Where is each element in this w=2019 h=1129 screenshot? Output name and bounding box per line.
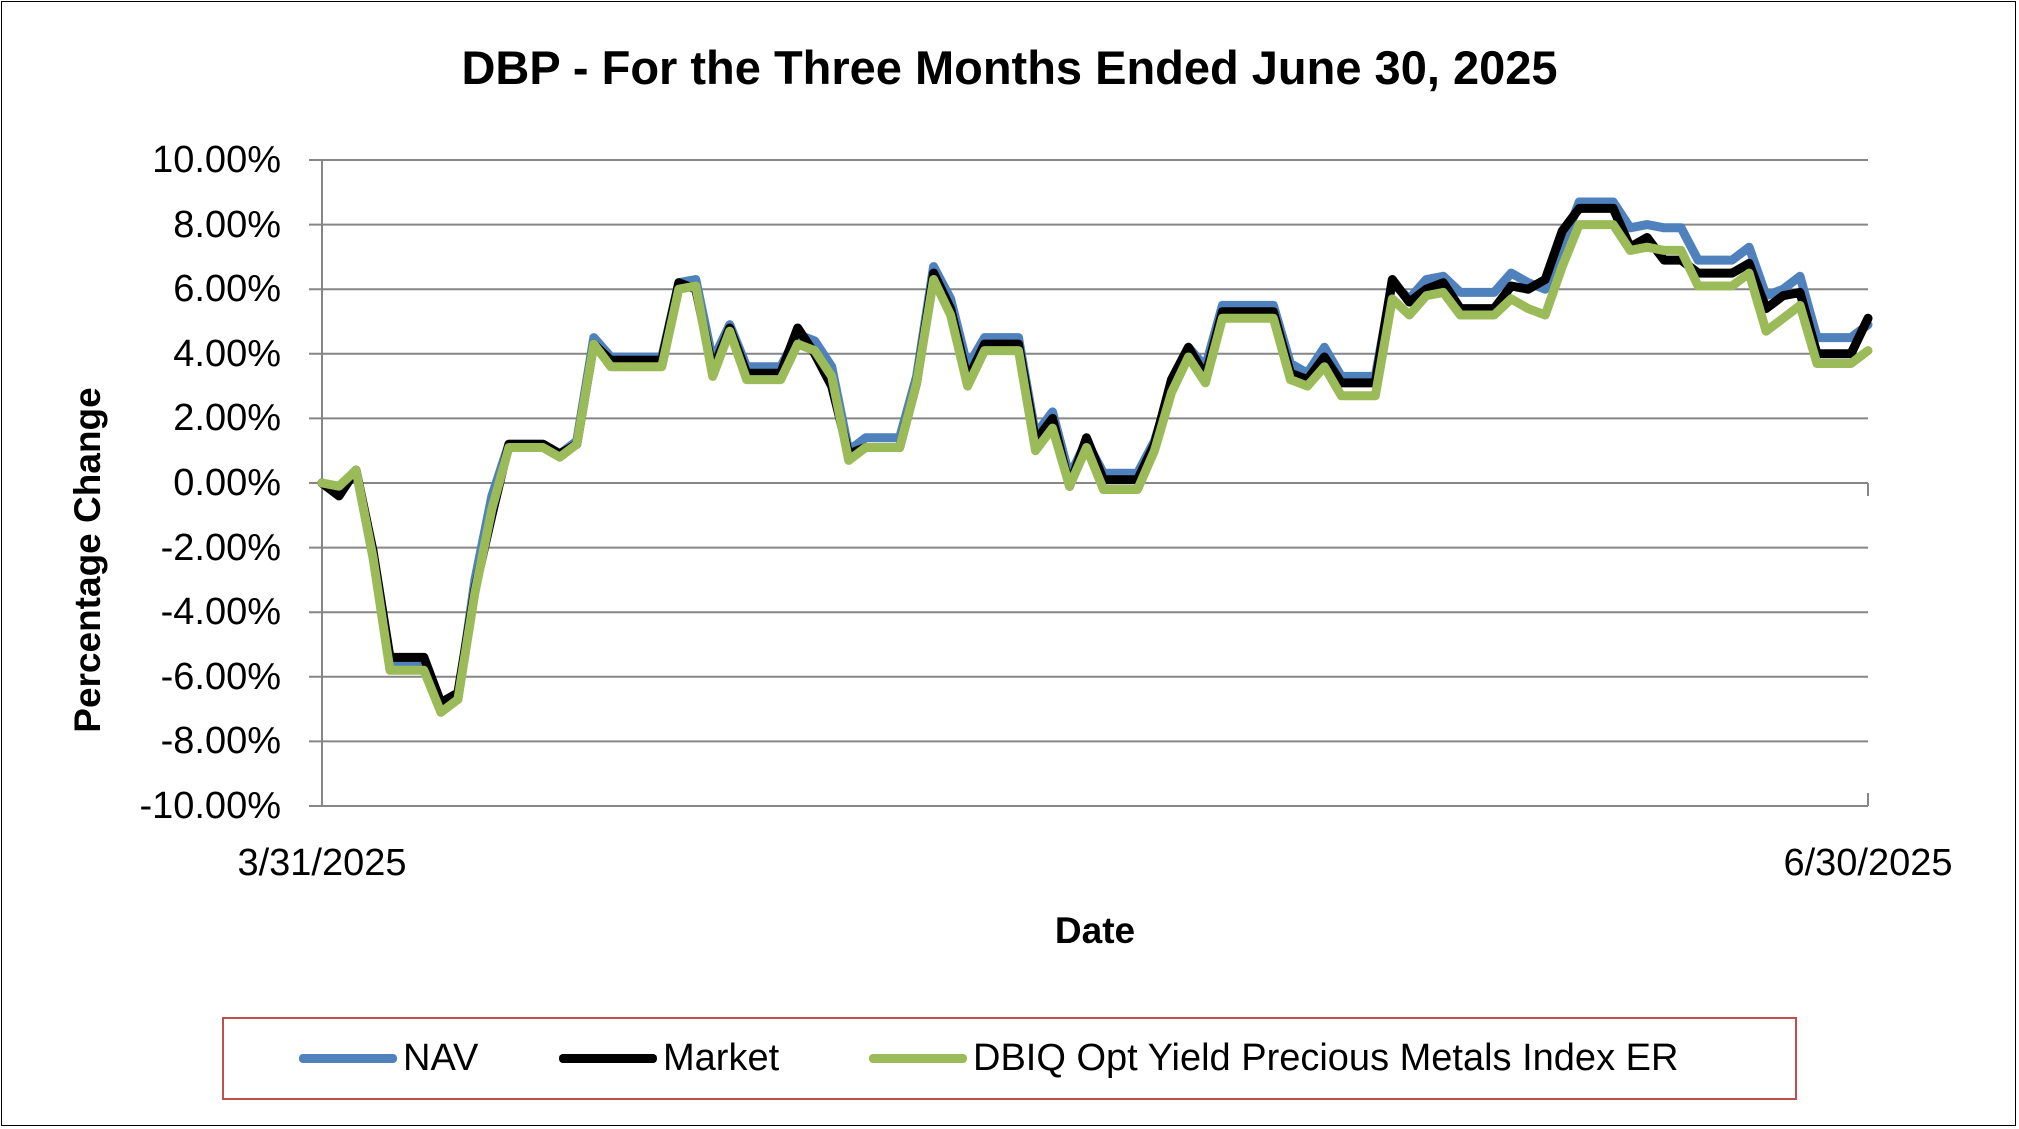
x-axis-label: Date (1054, 910, 1136, 951)
legend-item-index: DBIQ Opt Yield Precious Metals Index ER (869, 1019, 1678, 1098)
legend-item-market: Market (559, 1019, 779, 1098)
y-tick-label: 0.00% (173, 462, 281, 504)
series-line-index (317, 220, 1873, 717)
legend-label-index: DBIQ Opt Yield Precious Metals Index ER (973, 1037, 1679, 1079)
legend-swatch-index (869, 1054, 967, 1063)
y-tick-label: -4.00% (160, 591, 281, 634)
legend-swatch-nav (299, 1054, 397, 1063)
y-tick-label: -10.00% (139, 785, 281, 827)
y-tick-label: 4.00% (173, 332, 281, 375)
y-tick-label: 10.00% (152, 139, 281, 181)
legend-label-market: Market (663, 1037, 780, 1079)
legend: NAV Market DBIQ Opt Yield Precious Metal… (222, 1017, 1797, 1100)
y-tick-label: -8.00% (160, 720, 281, 763)
x-tick-label-end: 6/30/2025 (1783, 842, 1953, 884)
legend-item-nav: NAV (299, 1019, 478, 1098)
legend-swatch-market (559, 1054, 657, 1063)
y-tick-label: -6.00% (160, 655, 281, 698)
legend-label-nav: NAV (403, 1037, 479, 1079)
x-tick-label-start: 3/31/2025 (237, 842, 407, 884)
y-tick-label: 6.00% (173, 268, 281, 311)
chart-title: DBP - For the Three Months Ended June 30… (461, 41, 1558, 94)
y-tick-label: 2.00% (173, 397, 281, 440)
y-tick-label: -2.00% (160, 526, 281, 569)
y-tick-label: 8.00% (173, 203, 281, 246)
